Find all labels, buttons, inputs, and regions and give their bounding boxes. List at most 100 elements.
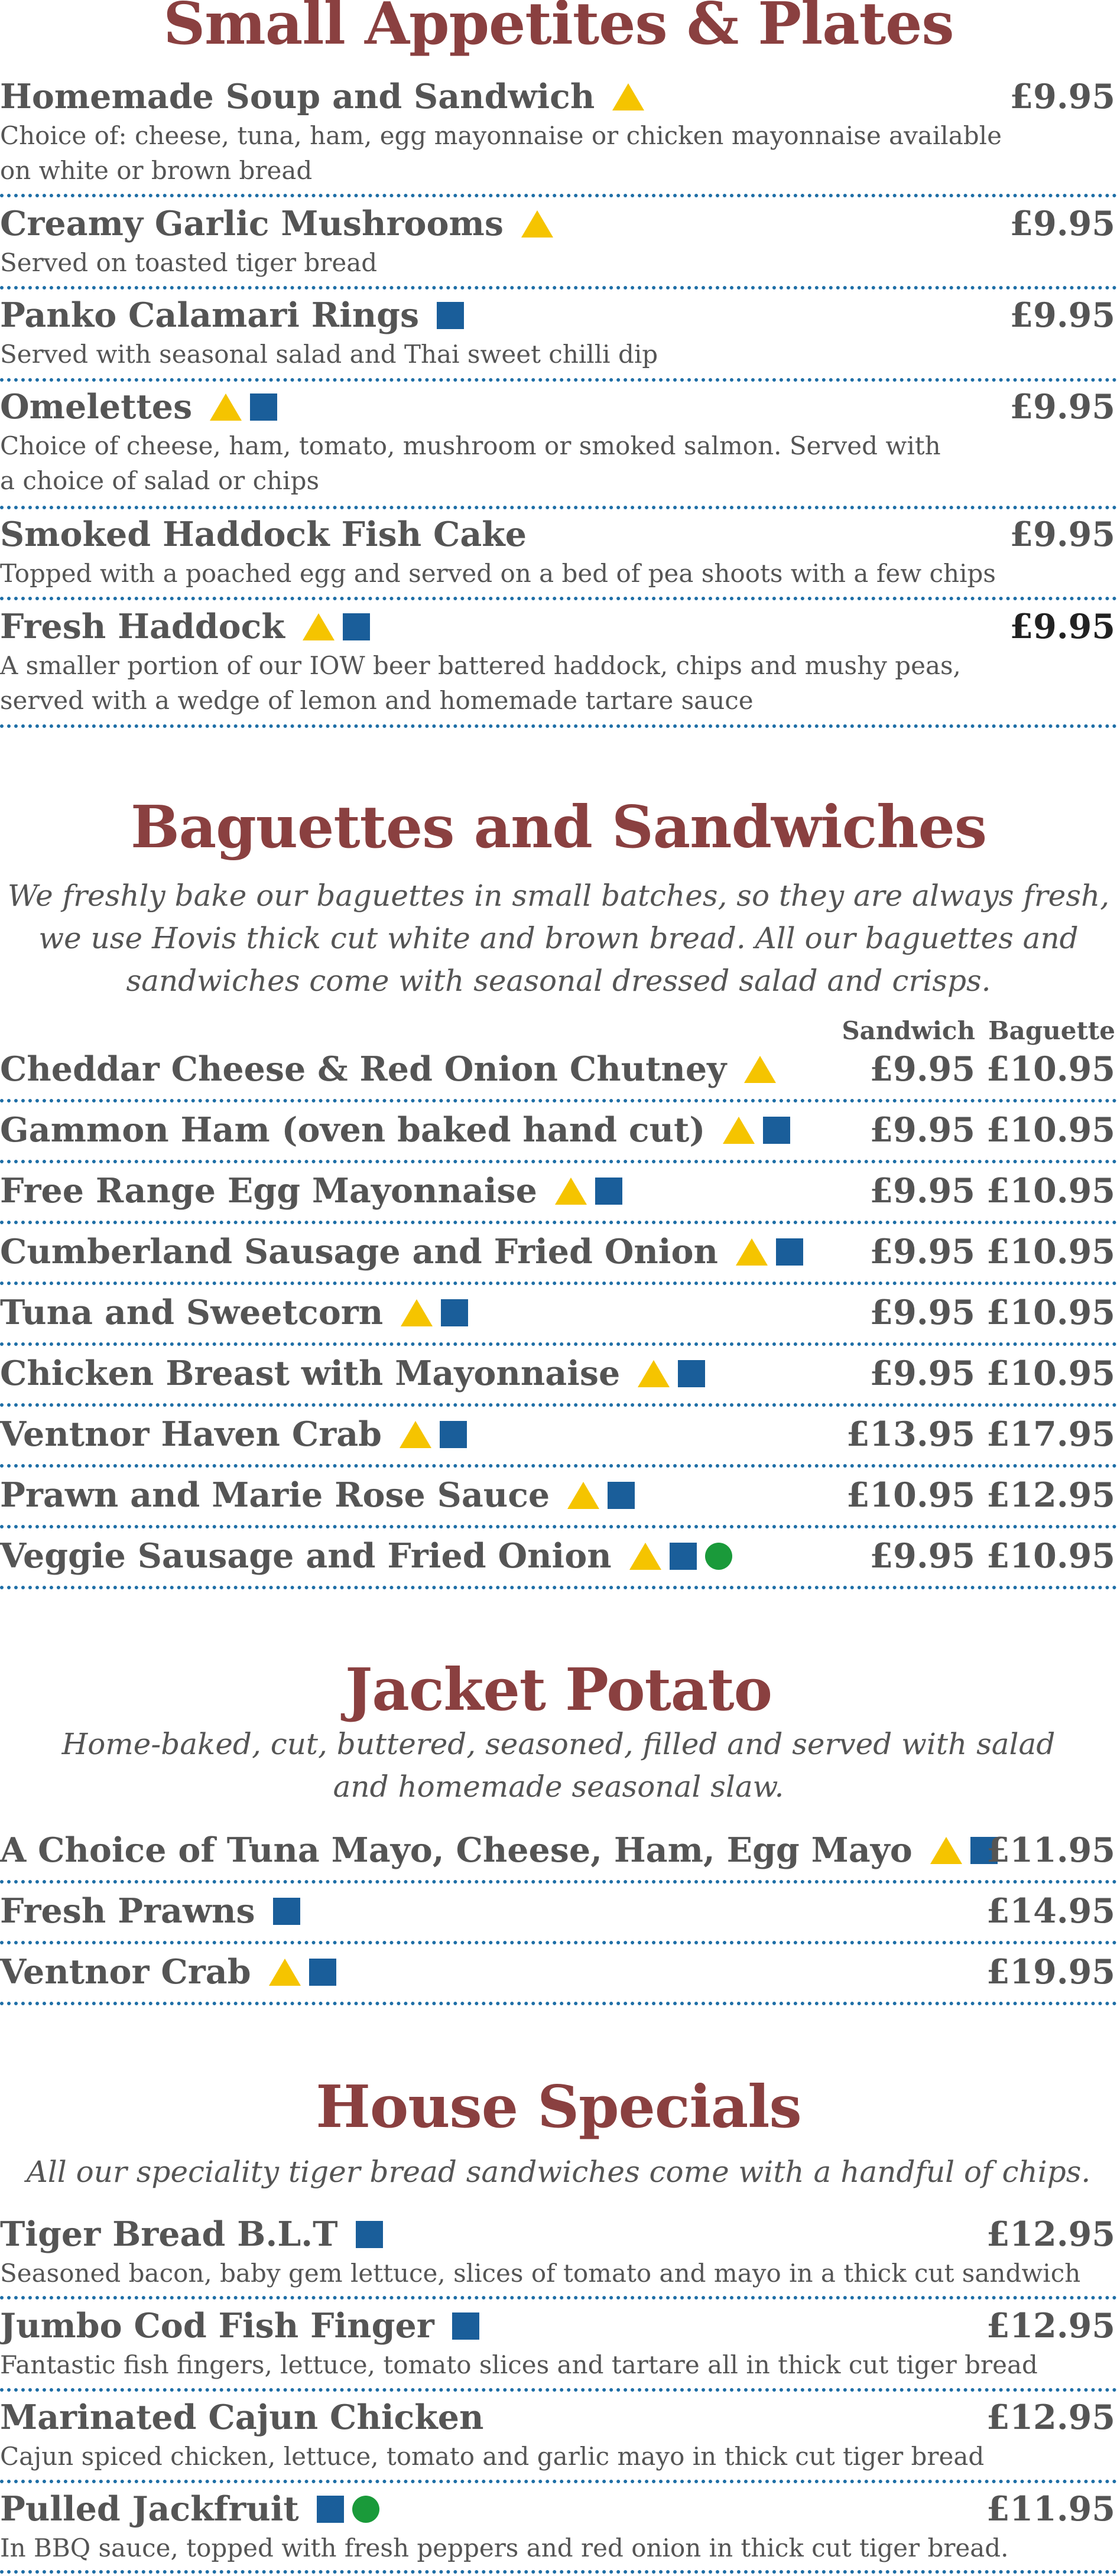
gluten-free-square-icon xyxy=(342,613,370,640)
baguette-price: £10.95 xyxy=(986,1171,1115,1211)
item-description: Seasoned bacon, baby gem lettuce, slices… xyxy=(0,2259,1081,2288)
baguette-price: £10.95 xyxy=(986,1536,1115,1576)
vegan-circle-icon xyxy=(704,1542,732,1570)
dotted-divider xyxy=(0,1941,1117,1944)
dotted-divider xyxy=(0,1282,1117,1285)
gluten-free-square-icon xyxy=(763,1116,791,1144)
vegetarian-triangle-icon xyxy=(638,1359,670,1387)
sandwich-price: £10.95 xyxy=(846,1475,975,1515)
item-description: Topped with a poached egg and served on … xyxy=(0,559,996,588)
baguette-price: £10.95 xyxy=(986,1110,1115,1150)
dotted-divider xyxy=(0,2296,1117,2299)
item-price: £12.95 xyxy=(986,2398,1115,2437)
item-price: £9.95 xyxy=(1009,295,1116,335)
section-intro: Home-baked, cut, buttered, seasoned, fil… xyxy=(61,1727,1056,1761)
item-name: Fresh Prawns xyxy=(0,1891,255,1931)
vegetarian-triangle-icon xyxy=(629,1542,661,1570)
dotted-divider xyxy=(0,2388,1117,2392)
section-intro: we use Hovis thick cut white and brown b… xyxy=(38,921,1079,955)
dotted-divider xyxy=(0,1342,1117,1346)
item-name: Tuna and Sweetcorn xyxy=(0,1293,384,1332)
item-name: A Choice of Tuna Mayo, Cheese, Ham, Egg … xyxy=(0,1830,913,1870)
dotted-divider xyxy=(0,286,1117,290)
section-intro: and homemade seasonal slaw. xyxy=(333,1770,784,1804)
vegetarian-triangle-icon xyxy=(567,1481,600,1509)
section-intro: All our speciality tiger bread sandwiche… xyxy=(26,2155,1091,2189)
dotted-divider xyxy=(0,1099,1117,1102)
baguette-price: £12.95 xyxy=(986,1475,1115,1515)
gluten-free-square-icon xyxy=(355,2220,383,2248)
dotted-divider xyxy=(0,378,1117,382)
gluten-free-square-icon xyxy=(775,1238,803,1266)
gluten-free-square-icon xyxy=(595,1177,622,1205)
section-title-jacket-potato: Jacket Potato xyxy=(345,1656,772,1724)
item-description: Choice of cheese, ham, tomato, mushroom … xyxy=(0,431,941,460)
item-name: Homemade Soup and Sandwich xyxy=(0,77,595,116)
gluten-free-square-icon xyxy=(669,1542,697,1570)
item-description: Served with seasonal salad and Thai swee… xyxy=(0,340,658,369)
column-header-baguette: Baguette xyxy=(988,1016,1115,1045)
gluten-free-square-icon xyxy=(272,1897,300,1925)
sandwich-price: £9.95 xyxy=(869,1110,976,1150)
item-description: In BBQ sauce, topped with fresh peppers … xyxy=(0,2533,1009,2562)
column-header-sandwich: Sandwich xyxy=(842,1016,975,1045)
item-name: Ventnor Crab xyxy=(0,1952,251,1992)
dotted-divider xyxy=(0,506,1117,509)
vegetarian-triangle-icon xyxy=(744,1055,777,1083)
dotted-divider xyxy=(0,724,1117,728)
gluten-free-square-icon xyxy=(452,2312,479,2340)
sandwich-price: £9.95 xyxy=(869,1354,976,1393)
item-description: served with a wedge of lemon and homemad… xyxy=(0,686,754,715)
item-name: Fresh Haddock xyxy=(0,607,285,646)
dotted-divider xyxy=(0,597,1117,600)
baguette-price: £10.95 xyxy=(986,1049,1115,1089)
vegetarian-triangle-icon xyxy=(554,1177,587,1205)
item-description: Served on toasted tiger bread xyxy=(0,248,378,277)
gluten-free-square-icon xyxy=(437,301,465,329)
item-price: £11.95 xyxy=(986,1830,1115,1870)
item-name: Prawn and Marie Rose Sauce xyxy=(0,1475,550,1515)
item-name: Tiger Bread B.L.T xyxy=(0,2214,338,2254)
item-description: on white or brown bread xyxy=(0,156,313,185)
sandwich-price: £9.95 xyxy=(869,1293,976,1332)
gluten-free-square-icon xyxy=(309,1958,336,1986)
baguette-price: £17.95 xyxy=(986,1414,1115,1454)
vegetarian-triangle-icon xyxy=(930,1836,962,1864)
item-name: Ventnor Haven Crab xyxy=(0,1414,382,1454)
item-name: Jumbo Cod Fish Finger xyxy=(0,2306,434,2346)
item-description: a choice of salad or chips xyxy=(0,466,320,495)
item-name: Free Range Egg Mayonnaise xyxy=(0,1171,537,1211)
section-title-house-specials: House Specials xyxy=(316,2073,801,2141)
dotted-divider xyxy=(0,1880,1117,1884)
item-price: £12.95 xyxy=(986,2306,1115,2346)
section-intro: We freshly bake our baguettes in small b… xyxy=(7,879,1110,913)
item-name: Gammon Ham (oven baked hand cut) xyxy=(0,1110,706,1150)
dotted-divider xyxy=(0,1525,1117,1528)
sandwich-price: £9.95 xyxy=(869,1536,976,1576)
item-description: Cajun spiced chicken, lettuce, tomato an… xyxy=(0,2442,985,2471)
item-name: Chicken Breast with Mayonnaise xyxy=(0,1354,621,1393)
section-intro: sandwiches come with seasonal dressed sa… xyxy=(126,964,991,998)
vegetarian-triangle-icon xyxy=(268,1958,301,1986)
item-price: £14.95 xyxy=(986,1891,1115,1931)
item-name: Marinated Cajun Chicken xyxy=(0,2398,484,2437)
item-price: £9.95 xyxy=(1009,204,1116,243)
vegetarian-triangle-icon xyxy=(735,1238,768,1266)
item-price: £9.95 xyxy=(1009,607,1116,646)
sandwich-price: £13.95 xyxy=(846,1414,975,1454)
sandwich-price: £9.95 xyxy=(869,1049,976,1089)
item-name: Pulled Jackfruit xyxy=(0,2489,299,2529)
item-description: Fantastic fish fingers, lettuce, tomato … xyxy=(0,2350,1038,2379)
baguette-price: £10.95 xyxy=(986,1232,1115,1271)
section-title-baguettes: Baguettes and Sandwiches xyxy=(130,793,987,861)
dotted-divider xyxy=(0,194,1117,197)
vegetarian-triangle-icon xyxy=(400,1420,432,1448)
item-price: £12.95 xyxy=(986,2214,1115,2254)
sandwich-price: £9.95 xyxy=(869,1171,976,1211)
dotted-divider xyxy=(0,1464,1117,1468)
dotted-divider xyxy=(0,1586,1117,1589)
dotted-divider xyxy=(0,1221,1117,1224)
item-price: £9.95 xyxy=(1009,77,1116,116)
vegetarian-triangle-icon xyxy=(612,83,645,110)
item-price: £9.95 xyxy=(1009,387,1116,427)
